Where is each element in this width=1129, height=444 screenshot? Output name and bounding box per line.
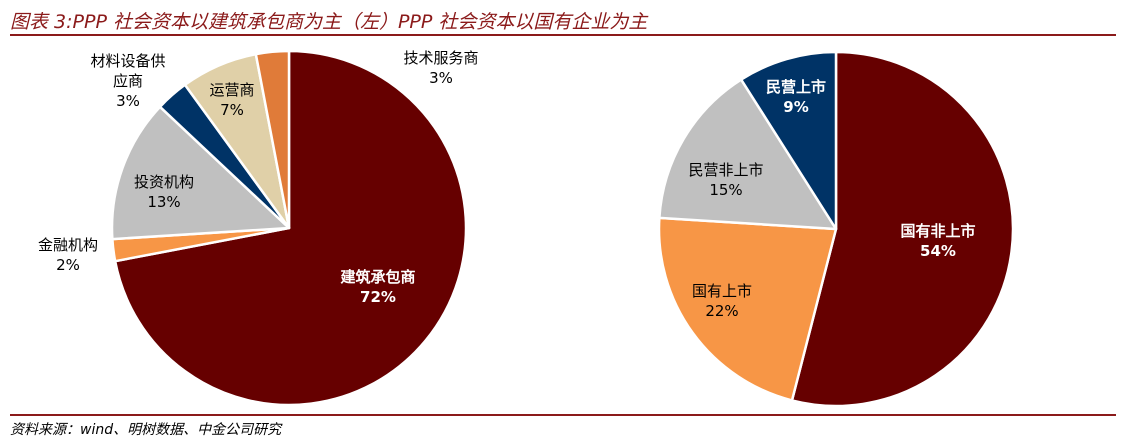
pie-left-label-3: 材料设备供应商 3% bbox=[90, 52, 165, 110]
pie-left-label-1: 金融机构 2% bbox=[38, 236, 98, 274]
pie-right-slice-2 bbox=[658, 78, 838, 231]
pie-right-slice-0 bbox=[790, 50, 1015, 408]
pie-left-slice-2 bbox=[110, 105, 291, 241]
pie-right-label-2: 民营非上市 15% bbox=[688, 161, 763, 199]
pie-right-label-1: 国有上市 22% bbox=[692, 282, 752, 320]
source-note: 资料来源：wind、明树数据、中金公司研究 bbox=[10, 422, 282, 438]
pie-left-label-4: 运营商 7% bbox=[209, 81, 254, 119]
pie-left-label-2: 投资机构 13% bbox=[134, 173, 194, 211]
pie-left-slice-0 bbox=[113, 49, 468, 407]
title-divider bbox=[10, 34, 1116, 36]
pie-left-label-5: 技术服务商 3% bbox=[403, 49, 478, 87]
pie-chart-right: 国有非上市 54% 国有上市 22% 民营非上市 15% 民营上市 9% bbox=[657, 50, 1015, 408]
figure-title: 图表 3:PPP 社会资本以建筑承包商为主（左）PPP 社会资本以国有企业为主 bbox=[10, 11, 648, 33]
pie-chart-left: 建筑承包商 72% 金融机构 2% 投资机构 13% 材料设备供应商 3% 运营商 7% 技术服务商… bbox=[38, 49, 479, 407]
source-divider bbox=[10, 414, 1116, 416]
pie-left-label-0: 建筑承包商 72% bbox=[340, 268, 415, 306]
pie-right-label-0: 国有非上市 54% bbox=[900, 222, 975, 260]
pie-right-label-3: 民营上市 9% bbox=[766, 78, 826, 116]
pie-right-slice-3 bbox=[739, 50, 838, 231]
pie-left-slice-5 bbox=[254, 49, 291, 230]
pie-right-slice-1 bbox=[657, 216, 838, 402]
